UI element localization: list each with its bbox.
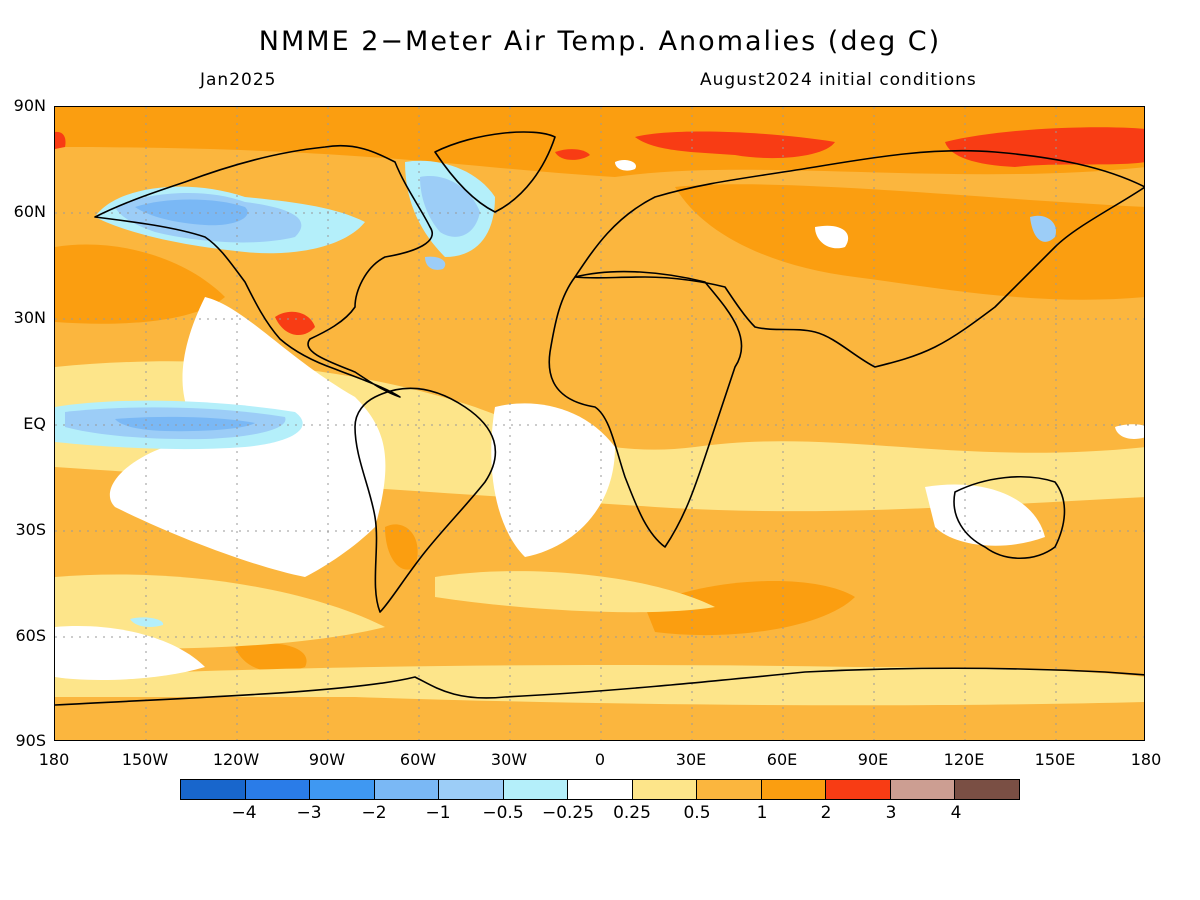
coast-australia xyxy=(953,476,1066,559)
south-pacific-pale-band xyxy=(55,574,385,649)
south-atlantic-pale-band xyxy=(435,571,715,613)
colorbar-label: −3 xyxy=(296,803,322,823)
scandinavia-neutral xyxy=(615,159,636,171)
lon-label-90e: 90E xyxy=(857,750,889,769)
coast-south-america xyxy=(354,387,497,613)
anomaly-map xyxy=(54,106,1145,741)
colorbar-segment xyxy=(697,780,762,799)
hotspot-mexico xyxy=(275,311,315,336)
lon-label-60w: 60W xyxy=(399,750,437,769)
colorbar-label: −4 xyxy=(231,803,257,823)
colorbar-label: 4 xyxy=(950,803,962,823)
south-pacific-warm xyxy=(235,643,307,672)
lon-label-180e: 180 xyxy=(1130,750,1162,769)
colorbar-segment xyxy=(826,780,891,799)
colorbar-label: −0.25 xyxy=(541,803,595,823)
colorbar-label: 0.5 xyxy=(683,803,711,823)
colorbar-label: 3 xyxy=(885,803,897,823)
colorbar-label: −2 xyxy=(361,803,387,823)
colorbar-segment xyxy=(955,780,1019,799)
australia-neutral xyxy=(925,484,1045,546)
colorbar-segment xyxy=(310,780,375,799)
antarctic-coast-pale-band xyxy=(55,665,1144,706)
colorbar-segment xyxy=(632,780,698,799)
hotspot-svalbard xyxy=(555,149,590,160)
colorbar-label: 1 xyxy=(756,803,768,823)
coastlines xyxy=(55,131,1144,706)
lon-label-150e: 150E xyxy=(1034,750,1076,769)
colorbar-label: 0.25 xyxy=(613,803,651,823)
lon-label-30e: 30E xyxy=(675,750,707,769)
lat-label-30n: 30N xyxy=(13,308,46,327)
anomaly-map-svg xyxy=(55,107,1144,740)
west-pacific-neutral xyxy=(1115,424,1144,439)
colorbar-segment xyxy=(181,780,246,799)
lon-label-180w: 180 xyxy=(38,750,70,769)
central-asia-neutral xyxy=(815,225,849,249)
lat-label-60n: 60N xyxy=(13,202,46,221)
hotspot-bering xyxy=(55,131,66,149)
north-pacific-warm xyxy=(55,244,225,324)
lat-label-30s: 30S xyxy=(15,520,46,539)
alaska-cold-core xyxy=(135,199,248,226)
coast-antarctica xyxy=(55,667,1144,706)
colorbar-segment xyxy=(374,780,440,799)
south-pacific-cold-patch xyxy=(130,617,164,627)
colorbar-segment xyxy=(890,780,956,799)
lat-label-60s: 60S xyxy=(15,626,46,645)
graticule xyxy=(55,107,1144,740)
hotspot-barents xyxy=(635,131,835,159)
lon-label-120e: 120E xyxy=(943,750,985,769)
lon-label-60e: 60E xyxy=(766,750,798,769)
colorbar-segment xyxy=(439,780,504,799)
lat-label-90s: 90S xyxy=(15,731,46,750)
map-title: NMME 2−Meter Air Temp. Anomalies (deg C) xyxy=(258,26,942,57)
labrador-cold-core xyxy=(420,176,480,237)
south-pacific-neutral xyxy=(55,626,205,680)
colorbar-label: −0.5 xyxy=(482,803,524,823)
lon-label-150w: 150W xyxy=(121,750,169,769)
equatorial-pacific-cold-center xyxy=(115,416,255,432)
forecast-month-label: Jan2025 xyxy=(200,70,277,90)
colorbar xyxy=(180,779,1020,800)
coast-greenland xyxy=(434,131,556,213)
colorbar-label: −1 xyxy=(425,803,451,823)
colorbar-segment xyxy=(245,780,311,799)
colorbar-segment xyxy=(568,780,633,799)
coast-north-america xyxy=(94,144,433,398)
colorbar-segment xyxy=(761,780,827,799)
lat-label-eq: EQ xyxy=(23,414,46,433)
lon-label-90w: 90W xyxy=(308,750,346,769)
kamchatka-cold xyxy=(1030,215,1056,242)
lat-label-90n: 90N xyxy=(13,96,46,115)
atlantic-cold-patch xyxy=(425,256,446,270)
arctic-warm-region xyxy=(55,107,1144,177)
colorbar-segment xyxy=(503,780,569,799)
southern-ocean-warm xyxy=(645,580,855,636)
lon-label-120w: 120W xyxy=(212,750,260,769)
colorbar-label: 2 xyxy=(820,803,832,823)
equatorial-atlantic-neutral xyxy=(491,403,615,557)
coast-eurasia xyxy=(574,149,1144,368)
coast-africa xyxy=(548,270,743,548)
south-america-warm xyxy=(385,524,418,570)
lon-label-30w: 30W xyxy=(490,750,528,769)
initial-conditions-label: August2024 initial conditions xyxy=(700,70,977,90)
lon-label-0: 0 xyxy=(594,750,606,769)
hotspot-siberia xyxy=(945,127,1144,167)
